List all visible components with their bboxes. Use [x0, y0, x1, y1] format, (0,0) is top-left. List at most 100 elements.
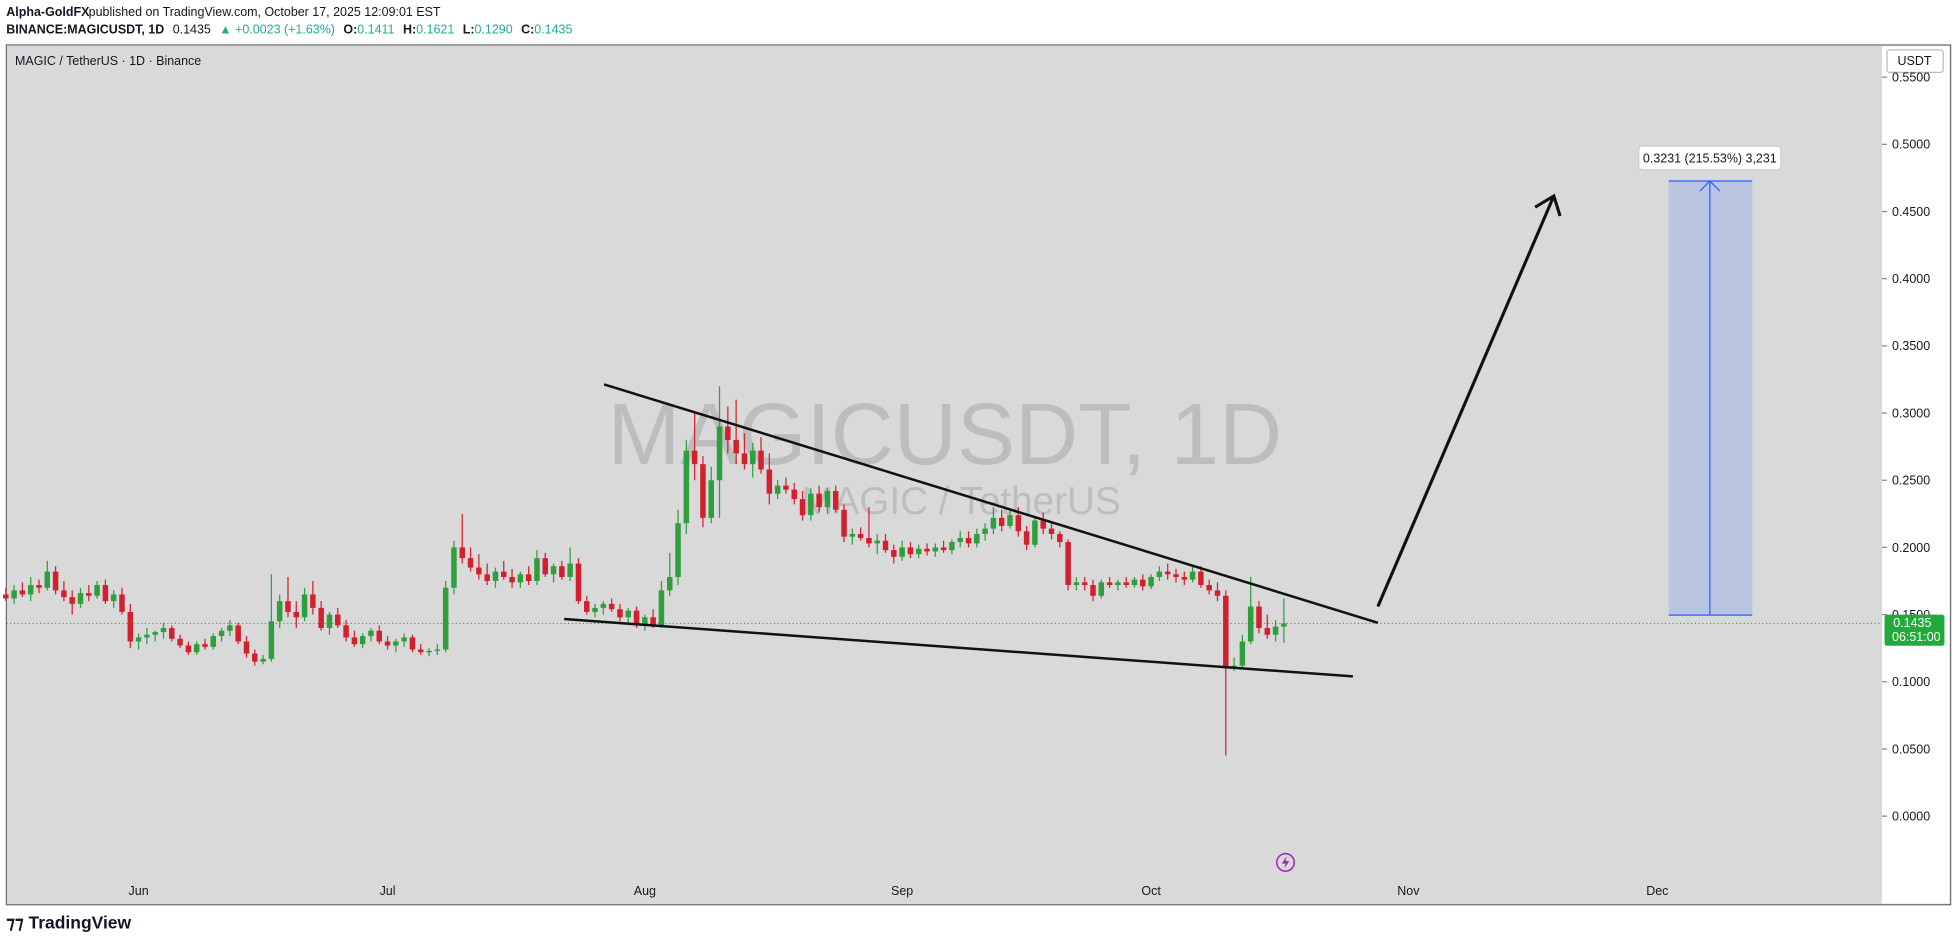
candle-body: [608, 603, 615, 610]
candle-body: [1081, 582, 1088, 586]
candle-body: [119, 594, 125, 612]
measure-arrowhead: [1699, 180, 1721, 192]
candle-body: [733, 439, 739, 454]
y-tick-label: 0.3500: [1892, 339, 1930, 353]
measure-label-box: [1638, 145, 1782, 171]
candle-body: [235, 625, 241, 642]
candle-body: [426, 650, 432, 653]
candle-body: [310, 594, 316, 608]
candle-body: [1048, 528, 1055, 534]
candle-body: [1065, 542, 1071, 586]
candle-body: [69, 597, 75, 604]
candle-body: [683, 450, 690, 524]
candle-body: [326, 614, 333, 629]
candle-body: [1123, 582, 1129, 586]
candle-body: [77, 593, 84, 604]
candle-body: [3, 594, 9, 599]
candle-body: [766, 469, 773, 494]
candle-body: [318, 607, 324, 629]
candle-body: [708, 480, 714, 518]
y-tick-label: 0.0000: [1892, 810, 1930, 824]
candle-body: [882, 540, 889, 551]
candle-body: [774, 485, 781, 494]
candle-body: [1057, 533, 1063, 543]
symbol: BINANCE:MAGICUSDT, 1D: [6, 23, 164, 37]
candle-body: [393, 641, 399, 646]
x-tick-label: Jul: [380, 884, 396, 898]
candle-body: [758, 450, 764, 470]
y-tick-label: 0.5000: [1892, 138, 1930, 152]
brand-name: TradingView: [29, 913, 132, 933]
chart-title: MAGIC / TetherUS · 1D · Binance: [15, 54, 201, 68]
candle-body: [293, 611, 300, 618]
candle-body: [160, 628, 167, 633]
candle-body: [534, 558, 540, 582]
candle-body: [1164, 571, 1171, 575]
change: ▲ +0.0023 (+1.63%): [219, 23, 335, 37]
candle-body: [276, 601, 283, 622]
candle-body: [957, 538, 963, 543]
flash-icon-bolt: [1281, 856, 1290, 869]
candle-body: [1032, 520, 1038, 545]
candle-body: [442, 587, 449, 650]
candle-body: [193, 644, 200, 653]
trendline-upper: [603, 383, 1379, 624]
candle-body: [998, 517, 1005, 526]
candle-body: [700, 464, 706, 518]
candle-body: [135, 637, 142, 642]
candle-body: [335, 614, 341, 626]
projection-arrow: [1376, 193, 1562, 608]
candle-body: [285, 601, 291, 612]
candle-body: [1007, 515, 1013, 526]
candle-body: [376, 630, 383, 642]
candle-body: [61, 590, 67, 598]
candle-body: [907, 547, 914, 555]
y-tick-label: 0.2000: [1892, 541, 1930, 555]
y-tick-label: 0.3000: [1892, 406, 1930, 420]
candle-body: [152, 632, 158, 635]
candle-body: [44, 571, 51, 588]
candle-body: [52, 571, 59, 591]
candle-body: [1148, 576, 1154, 587]
candle-body: [550, 566, 557, 575]
candle-body: [1206, 585, 1212, 591]
candle-body: [351, 637, 358, 645]
ohlc-value: 0.1290: [475, 23, 513, 37]
candle-body: [1281, 623, 1287, 627]
candle-body: [874, 540, 880, 544]
ohlc-label: H:: [403, 23, 416, 37]
x-tick-label: Dec: [1646, 884, 1668, 898]
candle-body: [675, 523, 681, 577]
candle-body: [1115, 582, 1121, 586]
candle-body: [144, 634, 150, 638]
candle-body: [1181, 576, 1188, 580]
flash-icon[interactable]: [1276, 852, 1295, 872]
candle-body: [808, 493, 814, 516]
ohlc-label: L:: [463, 23, 475, 37]
x-tick-label: Sep: [891, 884, 913, 898]
candle-body: [36, 585, 42, 588]
candle-body: [1264, 628, 1271, 635]
candle-body: [932, 547, 939, 552]
x-tick-label: Nov: [1397, 884, 1420, 898]
candle-body: [567, 563, 573, 577]
y-tick-label: 0.1000: [1892, 675, 1930, 689]
candle-body: [1131, 579, 1138, 586]
candle-body: [1098, 582, 1105, 596]
candle-body: [658, 590, 665, 626]
candle-body: [791, 489, 797, 500]
candle-body: [467, 558, 474, 568]
currency-button[interactable]: [1886, 49, 1944, 74]
candle-body: [1015, 515, 1022, 532]
candle-body: [965, 538, 972, 544]
author: Alpha-GoldFX: [6, 5, 90, 19]
candle-body: [592, 607, 598, 612]
candle-body: [343, 625, 349, 638]
candle-body: [11, 590, 17, 599]
candle-body: [650, 617, 656, 626]
brand-logo: ⁊⁊: [6, 913, 28, 933]
candle-body: [202, 644, 208, 647]
candle-body: [633, 610, 640, 626]
candle-body: [252, 653, 258, 662]
price-axis: [1882, 46, 1950, 904]
